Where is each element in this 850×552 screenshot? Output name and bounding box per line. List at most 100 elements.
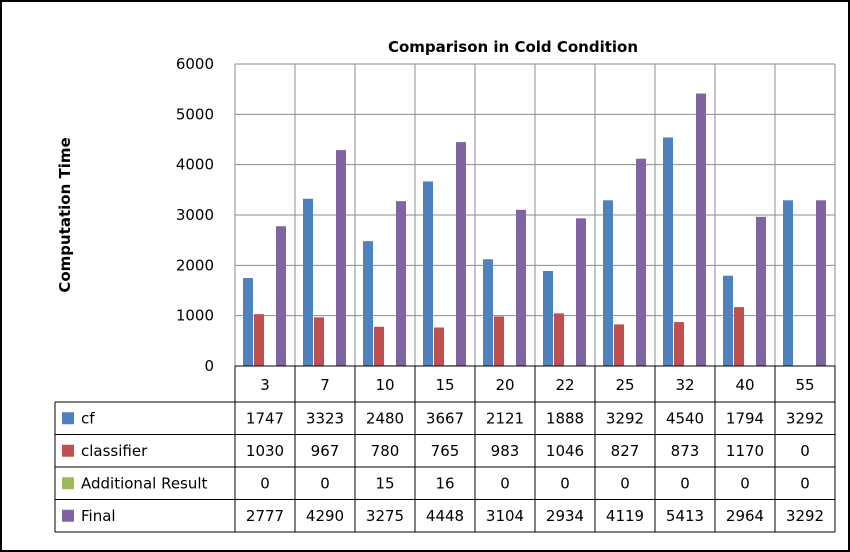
x-tick-label: 40 [735, 376, 754, 394]
data-label: 3292 [786, 409, 824, 427]
bar-cf [783, 200, 793, 366]
data-label: 4290 [306, 507, 344, 525]
bar-cf [663, 137, 673, 366]
data-label: 0 [500, 474, 510, 492]
data-label: 0 [560, 474, 570, 492]
x-tick-label: 3 [260, 376, 270, 394]
y-axis-ticks: 0 1000 2000 3000 4000 5000 6000 [176, 55, 214, 375]
legend-key [62, 412, 74, 425]
bar-cf [543, 270, 553, 366]
bar-final [696, 93, 706, 367]
data-label: 780 [371, 442, 400, 460]
x-tick-label: 7 [320, 376, 330, 394]
x-tick-label: 10 [375, 376, 394, 394]
data-label: 0 [800, 474, 810, 492]
legend-label: Additional Result [81, 474, 208, 492]
bar-classifier [494, 316, 504, 366]
data-label: 2121 [486, 409, 524, 427]
bar-final [516, 209, 526, 366]
y-axis-label: Computation Time [56, 137, 74, 292]
data-label: 1794 [726, 409, 764, 427]
bar-classifier [254, 314, 264, 366]
bar-cf [303, 198, 313, 366]
y-tick-label: 5000 [176, 105, 214, 123]
legend-key [62, 509, 74, 522]
data-label: 3292 [606, 409, 644, 427]
data-label: 15 [375, 474, 394, 492]
data-label: 967 [311, 442, 340, 460]
y-tick-label: 3000 [176, 206, 214, 224]
data-label: 0 [800, 442, 810, 460]
x-tick-label: 55 [795, 376, 814, 394]
chart-title: Comparison in Cold Condition [388, 38, 638, 56]
data-label: 1747 [246, 409, 284, 427]
data-label: 2480 [366, 409, 404, 427]
data-label: 5413 [666, 507, 704, 525]
data-label: 0 [620, 474, 630, 492]
bar-final [396, 201, 406, 366]
bar-classifier [434, 327, 444, 366]
legend-label: cf [81, 409, 95, 427]
bar-classifier [374, 326, 384, 366]
bar-classifier [614, 324, 624, 366]
bar-final [816, 200, 826, 366]
bars [243, 93, 826, 367]
bar-final [576, 218, 586, 366]
y-tick-label: 1000 [176, 307, 214, 325]
data-label: 765 [431, 442, 460, 460]
x-tick-label: 25 [615, 376, 634, 394]
y-tick-label: 4000 [176, 156, 214, 174]
bar-classifier [734, 307, 744, 366]
bar-final [756, 216, 766, 366]
data-label: 2934 [546, 507, 584, 525]
data-label: 0 [740, 474, 750, 492]
x-tick-label: 32 [675, 376, 694, 394]
data-label: 827 [611, 442, 640, 460]
x-tick-label: 20 [495, 376, 514, 394]
y-tick-label: 2000 [176, 256, 214, 274]
data-label: 3667 [426, 409, 464, 427]
bar-cf [723, 275, 733, 366]
data-label: 3275 [366, 507, 404, 525]
x-tick-label: 15 [435, 376, 454, 394]
x-tick-label: 22 [555, 376, 574, 394]
bar-final [336, 150, 346, 366]
bar-classifier [314, 317, 324, 366]
data-label: 16 [435, 474, 454, 492]
legend-key [62, 477, 74, 490]
data-label: 1888 [546, 409, 584, 427]
legend-label: Final [81, 507, 116, 525]
bar-cf [243, 278, 253, 366]
data-label: 4119 [606, 507, 644, 525]
gridlines [234, 63, 836, 367]
data-label: 4448 [426, 507, 464, 525]
data-label: 2777 [246, 507, 284, 525]
data-label: 0 [680, 474, 690, 492]
data-label: 983 [491, 442, 520, 460]
data-label: 873 [671, 442, 700, 460]
y-tick-label: 0 [204, 357, 214, 375]
bar-cf [483, 259, 493, 366]
bar-final [636, 158, 646, 366]
bar-final [456, 142, 466, 366]
bar-final [276, 226, 286, 366]
data-label: 1046 [546, 442, 584, 460]
data-label: 3292 [786, 507, 824, 525]
data-label: 3104 [486, 507, 524, 525]
data-label: 4540 [666, 409, 704, 427]
bar-cf [363, 241, 373, 366]
data-label: 0 [260, 474, 270, 492]
data-label: 0 [320, 474, 330, 492]
bar-cf [603, 200, 613, 366]
bar-classifier [554, 313, 564, 366]
data-label: 3323 [306, 409, 344, 427]
bar-classifier [674, 322, 684, 366]
data-label: 2964 [726, 507, 764, 525]
data-table: 3 7 10 15 20 22 25 32 40 55 cf 1747 3323 2480 3667 2121… [54, 365, 836, 533]
data-label: 1170 [726, 442, 764, 460]
data-label: 1030 [246, 442, 284, 460]
legend-label: classifier [81, 442, 148, 460]
y-tick-label: 6000 [176, 55, 214, 73]
